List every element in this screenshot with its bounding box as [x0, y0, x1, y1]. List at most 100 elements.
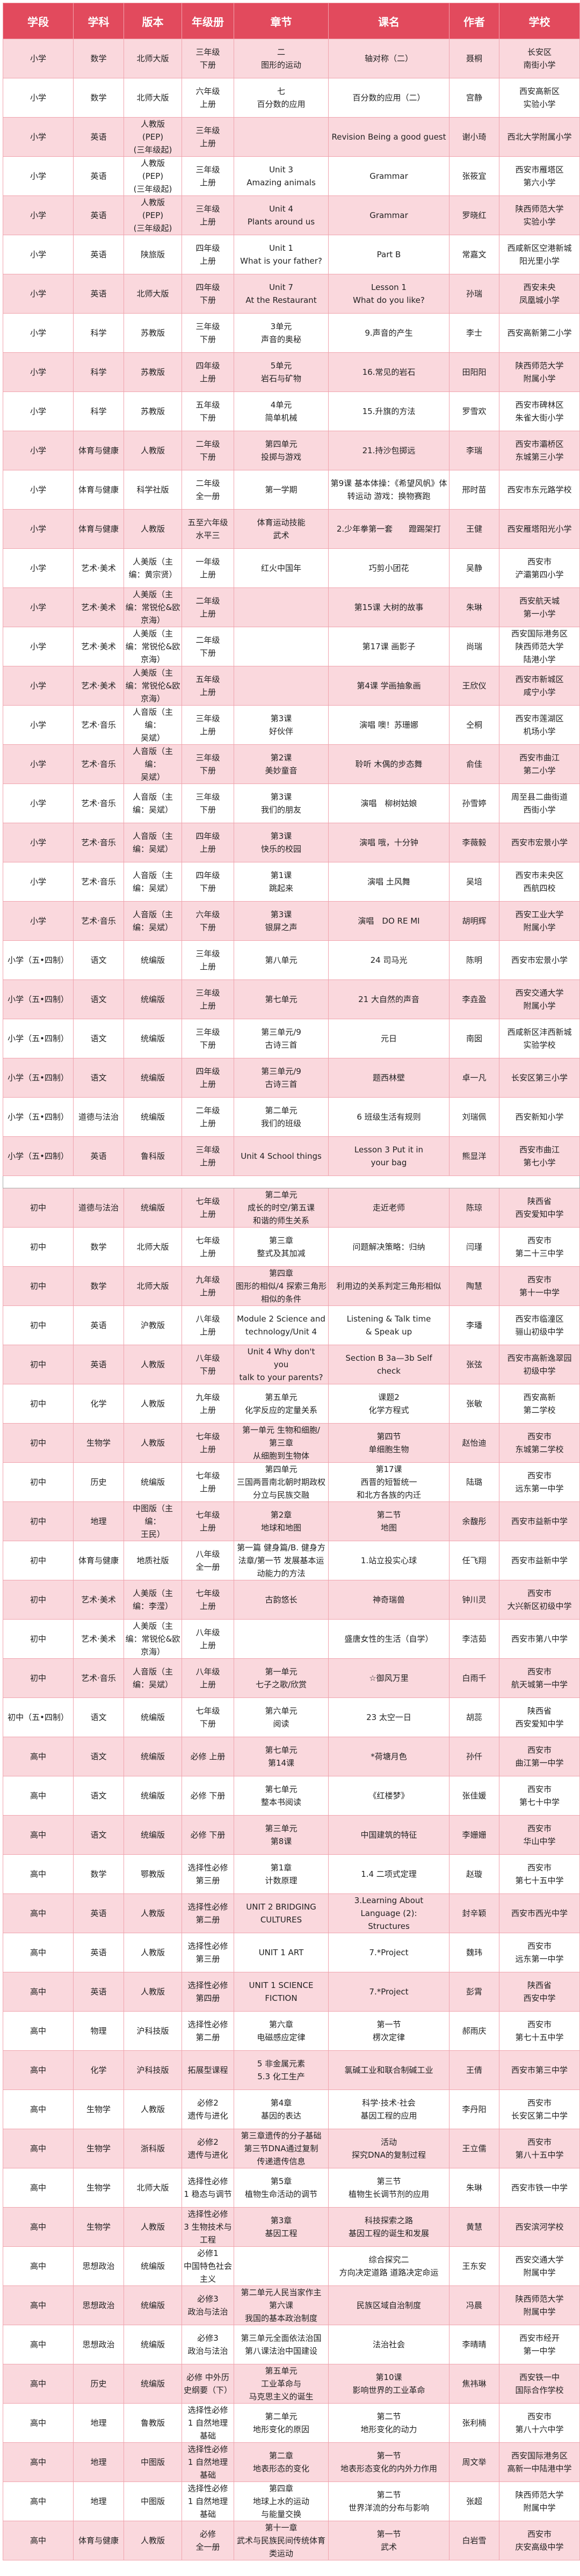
cell-stage: 高中: [3, 2521, 74, 2560]
cell-school: 西安交通大学 附属小学: [499, 979, 580, 1019]
stage-text: 小学: [30, 642, 46, 651]
subject-text: 英语: [90, 1987, 107, 1997]
cell-edition: 人美版（主编：黄宗贤）: [124, 548, 182, 588]
chapter-text: UNIT 1 ART: [258, 1948, 304, 1957]
stage-text: 初中: [30, 1673, 46, 1683]
cell-lesson: 6 班级生活有规则: [328, 1097, 450, 1137]
author-text: 白岩雪: [462, 2536, 487, 2545]
cell-author: 闫瑾: [449, 1227, 499, 1267]
school-text: 西咸新区空港新城 阳光里小学: [507, 243, 572, 266]
lesson-text: *荷塘月色: [371, 1752, 407, 1761]
lesson-table: 学段 学科 版本 年级册 章节 课名 作者 学校 小学 数学 北师大版 三年级 下册二…: [3, 3, 580, 2560]
table-row: 初中 体育与健康 地质社版 八年级 全一册 第一篇 健身篇/B. 健身方法章/第一节 发…: [3, 1541, 580, 1580]
subject-text: 艺术·音乐: [81, 1673, 116, 1683]
subject-text: 体育与健康: [78, 2536, 119, 2545]
cell-stage: 高中: [3, 1737, 74, 1776]
subject-text: 艺术·音乐: [81, 916, 116, 926]
cell-edition: 沪科技版: [124, 2050, 182, 2090]
table-row: 小学 英语 北师大版 四年级 下册 Unit 7 At the Restaurant Le…: [3, 274, 580, 314]
grade-volume-text: 选择性必修 第四册: [187, 1980, 228, 2003]
cell-grade-volume: 二年级 上册: [182, 1097, 234, 1137]
section-separator-row: [3, 1175, 580, 1188]
cell-subject: 艺术·音乐: [73, 823, 124, 862]
cell-lesson: 神奇瑞兽: [328, 1580, 450, 1620]
lesson-text: 第二节 世界洋流的分布与影响: [348, 2490, 429, 2513]
cell-lesson: 综合探究二 方向决定道路 道路决定命运: [328, 2246, 450, 2286]
table-row: 小学 艺术·音乐 人音版（主编： 吴斌） 三年级 上册 第3课 好伙伴 演唱 噢！苏珊娜 仝…: [3, 705, 580, 745]
lesson-text: 民族区域自治制度: [356, 2301, 421, 2310]
lesson-text: 演唱 噢！苏珊娜: [359, 720, 418, 730]
lesson-text: 第15课 大树的故事: [354, 603, 424, 612]
subject-text: 地理: [90, 2497, 107, 2506]
subject-text: 语文: [90, 1034, 107, 1043]
stage-text: 初中: [30, 1438, 46, 1448]
cell-grade-volume: 选择性必修 1 自然地理 基础: [182, 2403, 234, 2443]
cell-subject: 艺术·美术: [73, 1619, 124, 1659]
lesson-text: 21 大自然的声音: [358, 995, 419, 1004]
cell-grade-volume: 六年级 下册: [182, 901, 234, 941]
author-text: 罗雪欢: [462, 407, 487, 416]
cell-chapter: 第4章 基因的表达: [234, 2089, 329, 2129]
cell-author: 李姗姗: [449, 1815, 499, 1855]
cell-stage: 高中: [3, 1776, 74, 1816]
subject-text: 英语: [90, 1320, 107, 1330]
cell-edition: 苏教版: [124, 313, 182, 353]
author-text: 王东安: [462, 2261, 487, 2271]
chapter-text: 体育运动技能 武术: [257, 518, 306, 540]
grade-volume-text: 八年级 上册: [195, 1314, 220, 1337]
grade-volume-text: 三年级 上册: [195, 949, 220, 971]
cell-grade-volume: 必修2 遗传与进化: [182, 2129, 234, 2168]
author-text: 熊显洋: [462, 1151, 487, 1161]
chapter-text: 第四单元 投掷与游戏: [260, 439, 301, 462]
cell-chapter: 第3课 银屏之声: [234, 901, 329, 941]
header-subject: 学科: [73, 3, 124, 39]
cell-subject: 科学: [73, 313, 124, 353]
cell-author: 俞佳: [449, 744, 499, 784]
grade-volume-text: 三年级 上册: [195, 1145, 220, 1167]
chapter-text: 第七单元 第14课: [265, 1745, 298, 1768]
cell-chapter: 4单元 简单机械: [234, 391, 329, 431]
table-row: 小学（五•四制） 语文 统编版 三年级 下册 第三单元/9 古诗三首 元日 南囡 西咸新区沣西…: [3, 1019, 580, 1058]
table-row: 小学 科学 苏教版 四年级 上册 5单元 岩石与矿物 16.常见的岩石 田阳阳 陕西师范大学 …: [3, 352, 580, 392]
cell-subject: 历史: [73, 2364, 124, 2404]
cell-author: 张敏: [449, 1384, 499, 1424]
stage-text: 小学（五•四制）: [8, 1112, 69, 1122]
table-row: 初中 数学 北师大版 九年级 上册 第四章 图形的相似/4 探索三角形相似的条件 利用边的…: [3, 1266, 580, 1306]
cell-subject: 艺术·美术: [73, 666, 124, 706]
cell-subject: 地理: [73, 1501, 124, 1541]
cell-lesson: 24 司马光: [328, 940, 450, 980]
cell-school: 陕西省 西安中学: [499, 1972, 580, 2012]
stage-text: 小学: [30, 289, 46, 299]
cell-school: 西安市碑林区 朱雀大街小学: [499, 391, 580, 431]
cell-subject: 科学: [73, 352, 124, 392]
cell-chapter: 第七单元 整本书阅读: [234, 1776, 329, 1816]
cell-school: 西安市铁一中学: [499, 2168, 580, 2208]
cell-stage: 高中: [3, 1933, 74, 1972]
grade-volume-text: 二年级 全一册: [195, 478, 220, 501]
cell-school: 西安市 远东第一中学: [499, 1933, 580, 1972]
table-row: 高中 历史 统编版 必修 中外历史纲要（下） 第五单元 工业革命与 马克思主义的诞生 第1…: [3, 2364, 580, 2404]
cell-subject: 语文: [73, 979, 124, 1019]
cell-chapter: 第八单元: [234, 940, 329, 980]
grade-volume-text: 必修 上册: [190, 1752, 226, 1761]
cell-school: 西安市 曲江第一中学: [499, 1737, 580, 1776]
edition-text: 人教版: [140, 1948, 165, 1957]
cell-edition: 统编版: [124, 1697, 182, 1737]
cell-author: 田阳阳: [449, 352, 499, 392]
cell-lesson: Lesson 1 What do you like?: [328, 274, 450, 314]
cell-grade-volume: 必修 中外历史纲要（下）: [182, 2364, 234, 2404]
cell-author: 李薇毅: [449, 823, 499, 862]
subject-text: 数学: [90, 93, 107, 103]
cell-lesson: 第四节 单细胞生物: [328, 1423, 450, 1463]
cell-stage: 小学: [3, 744, 74, 784]
stage-text: 初中: [30, 1595, 46, 1605]
school-text: 西安航天城 第一小学: [519, 596, 560, 619]
cell-stage: 小学（五•四制）: [3, 1097, 74, 1137]
cell-school: 西北大学附属小学: [499, 117, 580, 157]
lesson-text: 盛唐女性的生活（自学）: [344, 1634, 433, 1644]
cell-author: 王东安: [449, 2246, 499, 2286]
grade-volume-text: 必修2 遗传与进化: [187, 2137, 228, 2160]
cell-lesson: 科学·技术·社会 基因工程的应用: [328, 2089, 450, 2129]
lesson-text: 利用边的关系判定三角形相似: [336, 1281, 441, 1291]
cell-author: 李垚盈: [449, 979, 499, 1019]
